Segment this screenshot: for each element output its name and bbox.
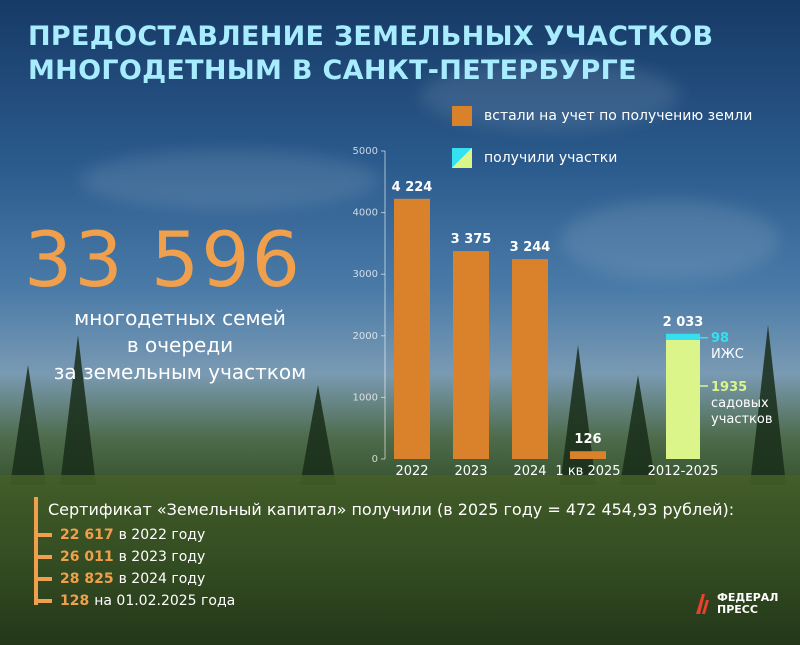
- title-line-2: МНОГОДЕТНЫМ В САНКТ-ПЕТЕРБУРГЕ: [28, 55, 637, 86]
- bar-received-garden: [666, 339, 700, 459]
- x-tick-label: 2022: [395, 464, 428, 479]
- logo-line-2: ПРЕСС: [717, 603, 758, 616]
- certificate-value: 22 617: [60, 527, 114, 543]
- logo-text: ФЕДЕРАЛ ПРЕСС: [717, 592, 778, 616]
- tree-silhouette: [10, 365, 46, 485]
- bar-registered: [512, 259, 548, 459]
- annotation-izhs-text: ИЖС: [711, 347, 744, 362]
- bar-value-label: 126: [574, 432, 601, 447]
- certificate-text: в 2023 году: [118, 549, 206, 565]
- bar-value-label: 3 375: [451, 232, 492, 247]
- tree-silhouette: [60, 335, 96, 485]
- annotation-garden-text: садовых: [711, 396, 769, 411]
- bar-total-label: 2 033: [663, 315, 704, 330]
- certificate-tick: [38, 555, 52, 559]
- caption-line-1: многодетных семей: [74, 306, 286, 330]
- certificate-value: 26 011: [60, 549, 114, 565]
- legend-label-registered: встали на учет по получению земли: [484, 108, 753, 124]
- certificate-tick: [38, 533, 52, 537]
- certificate-value: 128: [60, 593, 90, 609]
- certificate-value: 28 825: [60, 571, 114, 587]
- y-tick-label: 5000: [353, 146, 378, 157]
- logo-line-1: ФЕДЕРАЛ: [717, 591, 779, 604]
- certificate-row: 28 825 в 2024 году: [38, 571, 205, 587]
- legend-swatch-received: [452, 148, 472, 168]
- annotation-izhs-value: 98: [711, 331, 729, 346]
- bar-value-label: 3 244: [510, 240, 551, 255]
- headline-caption: многодетных семей в очереди за земельным…: [20, 305, 340, 386]
- x-tick-label: 2024: [513, 464, 546, 479]
- tree-silhouette: [560, 345, 596, 485]
- bar-registered: [570, 451, 606, 459]
- bar-registered: [394, 198, 430, 459]
- logo-mark-icon: [696, 594, 709, 614]
- bar-value-label: 4 224: [392, 180, 433, 195]
- bar-chart: 0 1000 2000 3000 4000 5000 4 224 3 375 3 244 126…: [353, 146, 773, 479]
- tree-silhouette: [750, 325, 786, 485]
- annotation-garden-value: 1935: [711, 380, 747, 395]
- legend-registered: встали на учет по получению земли: [452, 106, 752, 126]
- certificate-text: в 2022 году: [118, 527, 206, 543]
- y-tick-label: 1000: [353, 392, 378, 403]
- certificate-row: 26 011 в 2023 году: [38, 549, 205, 565]
- y-tick-label: 0: [372, 454, 378, 465]
- tree-silhouette: [620, 375, 656, 485]
- x-tick-label: 1 кв 2025: [555, 464, 620, 479]
- federalpress-logo: ФЕДЕРАЛ ПРЕСС: [692, 592, 778, 616]
- x-axis-labels: 2022 2023 2024 1 кв 2025 2012-2025: [395, 464, 718, 479]
- y-tick-label: 3000: [353, 269, 378, 280]
- cloud: [80, 150, 380, 210]
- y-tick-label: 4000: [353, 208, 378, 219]
- certificate-row: 128 на 01.02.2025 года: [38, 593, 235, 609]
- x-tick-label: 2012-2025: [648, 464, 719, 479]
- certificate-text: на 01.02.2025 года: [94, 593, 236, 609]
- tree-silhouette: [300, 385, 336, 485]
- bar-received-izhs: [666, 333, 700, 340]
- certificate-tick: [38, 599, 52, 603]
- x-tick-label: 2023: [454, 464, 487, 479]
- title-line-1: ПРЕДОСТАВЛЕНИЕ ЗЕМЕЛЬНЫХ УЧАСТКОВ: [28, 21, 714, 52]
- bar-registered: [453, 251, 489, 459]
- cloud: [560, 200, 780, 280]
- annotation-garden-text: участков: [711, 412, 773, 427]
- caption-line-2: в очереди: [126, 333, 234, 357]
- certificate-title: Сертификат «Земельный капитал» получили …: [48, 500, 735, 519]
- grass-field: [0, 475, 800, 645]
- certificate-row: 22 617 в 2022 году: [38, 527, 205, 543]
- caption-line-3: за земельным участком: [53, 360, 307, 384]
- y-tick-label: 2000: [353, 331, 378, 342]
- certificate-text: в 2024 году: [118, 571, 206, 587]
- y-axis: 0 1000 2000 3000 4000 5000: [353, 146, 386, 465]
- legend-received: получили участки: [452, 148, 617, 168]
- headline-number: 33 596: [24, 215, 302, 304]
- legend-swatch-registered: [452, 106, 472, 126]
- legend-label-received: получили участки: [484, 150, 618, 166]
- certificate-accent-bar: [34, 497, 38, 605]
- page-title: ПРЕДОСТАВЛЕНИЕ ЗЕМЕЛЬНЫХ УЧАСТКОВ МНОГОД…: [28, 20, 713, 88]
- certificate-tick: [38, 577, 52, 581]
